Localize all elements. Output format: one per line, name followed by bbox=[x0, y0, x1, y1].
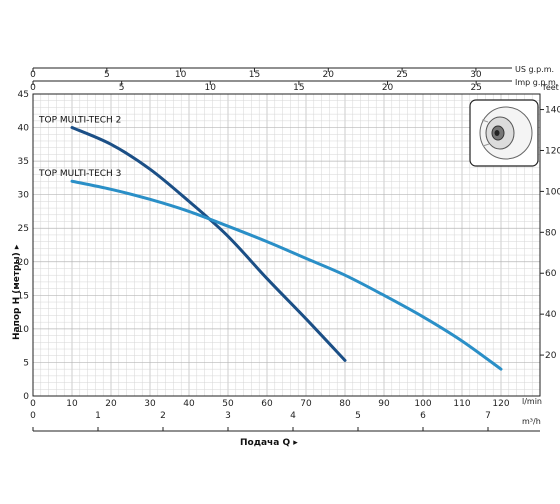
imp-gpm-unit: Imp g.p.m. bbox=[515, 78, 558, 87]
x-m3h-tick-label: 5 bbox=[355, 411, 361, 421]
x-us-gpm-tick-label: 20 bbox=[323, 70, 335, 80]
series-line-2 bbox=[70, 179, 503, 371]
x-us-gpm-tick-label: 30 bbox=[470, 70, 482, 80]
x-m3h-tick-label: 0 bbox=[30, 411, 36, 421]
x-lpm-tick-label: 0 bbox=[30, 399, 36, 409]
y-tick-label: 30 bbox=[18, 191, 30, 201]
x-axis-title: Подача Q ▸ bbox=[240, 438, 298, 448]
y-tick-label: 40 bbox=[18, 124, 30, 134]
x-lpm-tick-label: 80 bbox=[339, 399, 351, 409]
x-us-gpm-tick-label: 15 bbox=[249, 70, 260, 80]
x-imp-gpm-tick-label: 5 bbox=[119, 83, 125, 93]
x-lpm-tick-label: 20 bbox=[105, 399, 117, 409]
series-label-1: TOP MULTI-TECH 2 bbox=[38, 116, 121, 126]
x-imp-gpm-tick-label: 20 bbox=[382, 83, 394, 93]
plot-frame bbox=[32, 93, 541, 397]
x-imp-gpm-tick-label: 25 bbox=[470, 83, 481, 93]
x-us-gpm-tick-label: 0 bbox=[30, 70, 36, 80]
y-tick-label: 15 bbox=[18, 291, 29, 301]
y-tick-label: 0 bbox=[23, 392, 29, 402]
x-lpm-tick-label: 60 bbox=[261, 399, 273, 409]
x-lpm-tick-label: 10 bbox=[66, 399, 78, 409]
y-tick-label: 45 bbox=[18, 90, 29, 100]
y-feet-tick-label: 40 bbox=[545, 310, 557, 320]
y-tick-label: 5 bbox=[23, 358, 29, 368]
pump-impeller-icon bbox=[469, 99, 539, 167]
x-lpm-tick-label: 110 bbox=[453, 399, 470, 409]
bottom-axes: l/min m³/h Подача Q ▸ bbox=[33, 397, 542, 448]
x-imp-gpm-tick-label: 15 bbox=[293, 83, 304, 93]
y-feet-tick-label: 120 bbox=[545, 146, 560, 156]
y-feet-tick-label: 100 bbox=[545, 187, 560, 197]
lpm-unit: l/min bbox=[522, 397, 542, 406]
series-label-2: TOP MULTI-TECH 3 bbox=[38, 169, 121, 179]
y-feet-tick-label: 60 bbox=[545, 269, 557, 279]
feet-unit: feet bbox=[543, 83, 559, 92]
x-lpm-tick-label: 120 bbox=[492, 399, 509, 409]
y-feet-tick-label: 80 bbox=[545, 228, 557, 238]
x-us-gpm-tick-label: 25 bbox=[396, 70, 407, 80]
series: TOP MULTI-TECH 2 TOP MULTI-TECH 3 bbox=[38, 116, 503, 371]
x-imp-gpm-tick-label: 0 bbox=[30, 83, 36, 93]
us-gpm-unit: US g.p.m. bbox=[515, 65, 554, 74]
y-feet-tick-label: 20 bbox=[545, 351, 557, 361]
y-feet-tick-label: 140 bbox=[545, 106, 560, 116]
x-m3h-tick-label: 4 bbox=[290, 411, 296, 421]
series-line-1 bbox=[70, 126, 347, 362]
x-lpm-tick-label: 30 bbox=[144, 399, 156, 409]
x-m3h-tick-label: 7 bbox=[485, 411, 491, 421]
grid bbox=[32, 93, 541, 397]
x-lpm-tick-label: 100 bbox=[414, 399, 431, 409]
x-us-gpm-tick-label: 10 bbox=[175, 70, 187, 80]
top-axes: US g.p.m. Imp g.p.m. bbox=[33, 65, 558, 87]
x-m3h-tick-label: 6 bbox=[420, 411, 426, 421]
x-lpm-tick-label: 90 bbox=[378, 399, 390, 409]
x-lpm-tick-label: 50 bbox=[222, 399, 234, 409]
x-m3h-tick-label: 1 bbox=[95, 411, 101, 421]
x-m3h-tick-label: 2 bbox=[160, 411, 166, 421]
x-imp-gpm-tick-label: 10 bbox=[205, 83, 217, 93]
y-tick-label: 35 bbox=[18, 157, 29, 167]
y-tick-label: 20 bbox=[18, 258, 30, 268]
x-m3h-tick-label: 3 bbox=[225, 411, 231, 421]
x-us-gpm-tick-label: 5 bbox=[104, 70, 110, 80]
y-tick-label: 25 bbox=[18, 224, 29, 234]
x-lpm-tick-label: 40 bbox=[183, 399, 195, 409]
y-axis-title: Напор H (метры) ▸ bbox=[12, 244, 22, 340]
y-tick-label: 10 bbox=[18, 325, 30, 335]
m3h-unit: m³/h bbox=[522, 417, 541, 426]
x-lpm-tick-label: 70 bbox=[300, 399, 312, 409]
